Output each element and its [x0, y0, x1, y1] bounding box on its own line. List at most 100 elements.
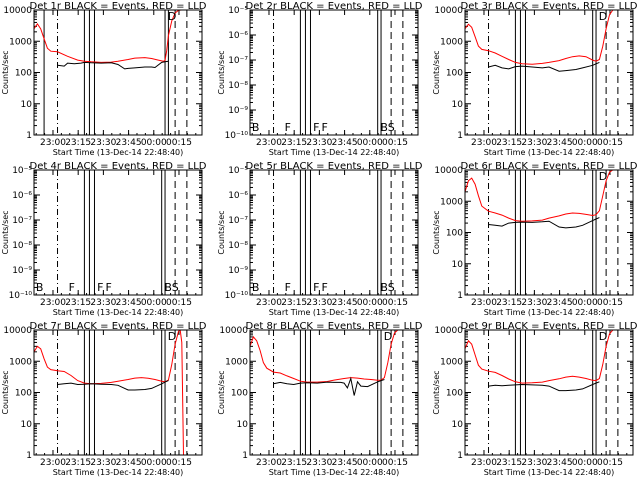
- y-tick-label: 1000: [440, 357, 463, 367]
- series-group: [250, 330, 399, 396]
- y-tick-label: 10: [452, 100, 464, 110]
- x-axis-label: Start Time (13-Dec-14 22:48:40): [269, 148, 400, 157]
- y-tick-label: 10⁻⁷: [228, 56, 248, 66]
- y-tick-label: 10⁻⁸: [228, 241, 248, 251]
- x-tick-label: 23:30: [90, 458, 116, 468]
- y-tick-label: 10⁻⁵: [228, 166, 248, 176]
- x-axis-label: Start Time (13-Dec-14 22:48:40): [269, 308, 400, 317]
- x-tick-label: 00:00: [572, 298, 598, 308]
- x-tick-label: 23:15: [496, 298, 522, 308]
- chart-panel-1: Det 1r BLACK = Events, RED = LLD 1 10 100 10…: [1, 1, 207, 157]
- panel-title: Det 2r BLACK = Events, RED = LLD: [246, 1, 423, 12]
- y-tick-label: 10000: [3, 326, 32, 336]
- x-tick-label: 23:00: [256, 298, 282, 308]
- vertical-markers: [43, 10, 188, 135]
- x-tick-label: 23:45: [116, 298, 142, 308]
- y-axis-label: Counts/sec: [432, 210, 441, 254]
- panel-title: Det 4r BLACK = Events, RED = LLD: [30, 161, 207, 172]
- flag-label: F: [97, 281, 103, 294]
- series-group: [465, 330, 614, 392]
- y-tick-label: 10⁻⁵: [12, 166, 32, 176]
- x-tick-label: 23:45: [116, 138, 142, 148]
- y-tick-label: 10000: [434, 6, 463, 16]
- x-tick-label: 00:15: [166, 298, 192, 308]
- flag-label: F: [69, 281, 75, 294]
- y-tick-label: 10⁻⁹: [12, 266, 32, 276]
- y-tick-label: 10⁻⁶: [12, 191, 32, 201]
- plot-frame: [249, 169, 419, 296]
- plot-frame: [33, 9, 203, 136]
- x-tick-label: 00:15: [597, 458, 623, 468]
- flag-label: F: [106, 281, 112, 294]
- x-tick-label: 00:15: [166, 138, 192, 148]
- y-axis-label: Counts/sec: [432, 50, 441, 94]
- series-line-lld: [465, 10, 614, 65]
- y-tick-label: 10⁻¹⁰: [9, 291, 33, 301]
- panel-title: Det 7r BLACK = Events, RED = LLD: [30, 321, 207, 332]
- plot-frame: [464, 329, 634, 456]
- series-line-lld: [465, 170, 614, 222]
- y-tick-label: 100: [446, 69, 463, 79]
- flag-label: B: [36, 281, 44, 294]
- y-axis-label: Counts/sec: [217, 370, 226, 414]
- y-tick-label: 10⁻⁹: [228, 266, 248, 276]
- y-tick-label: 1000: [9, 357, 32, 367]
- vertical-markers: [57, 170, 188, 295]
- y-tick-label: 1: [457, 291, 463, 301]
- y-tick-label: 10⁻⁶: [228, 191, 248, 201]
- y-tick-label: 10: [452, 260, 464, 270]
- panel-title: Det 9r BLACK = Events, RED = LLD: [461, 321, 638, 332]
- flag-label: F: [322, 121, 328, 134]
- x-tick-label: 00:00: [357, 458, 383, 468]
- x-axis-label: Start Time (13-Dec-14 22:48:40): [53, 308, 184, 317]
- x-axis-label: Start Time (13-Dec-14 22:48:40): [269, 468, 400, 477]
- x-tick-label: 23:15: [496, 138, 522, 148]
- flag-label: D: [599, 170, 607, 183]
- x-tick-label: 23:00: [471, 458, 497, 468]
- vertical-markers: [488, 170, 619, 295]
- y-tick-label: 10⁻⁷: [12, 216, 32, 226]
- y-axis-label: Counts/sec: [432, 370, 441, 414]
- plot-frame: [33, 329, 203, 456]
- series-line-events: [57, 380, 169, 391]
- plot-frame: [464, 169, 634, 296]
- y-tick-label: 10: [452, 420, 464, 430]
- y-tick-label: 1: [26, 451, 32, 461]
- series-line-lld: [34, 330, 186, 455]
- x-axis-label: Start Time (13-Dec-14 22:48:40): [53, 468, 184, 477]
- x-tick-label: 23:30: [90, 298, 116, 308]
- flag-label: F: [322, 281, 328, 294]
- series-line-events: [488, 381, 600, 392]
- y-tick-label: 10000: [434, 326, 463, 336]
- y-tick-label: 10⁻⁹: [228, 106, 248, 116]
- series-group: [34, 10, 182, 70]
- chart-panel-5: Det 5r BLACK = Events, RED = LLD 10⁻¹⁰ 10⁻…: [217, 161, 423, 317]
- x-tick-label: 23:00: [40, 298, 66, 308]
- chart-panel-8: Det 8r BLACK = Events, RED = LLD 1 10 100 10…: [217, 321, 423, 477]
- y-tick-label: 1: [26, 131, 32, 141]
- y-tick-label: 10: [237, 420, 249, 430]
- vertical-markers: [273, 170, 404, 295]
- y-tick-label: 1: [457, 451, 463, 461]
- x-tick-label: 23:15: [281, 458, 307, 468]
- series-group: [465, 10, 614, 72]
- y-tick-label: 100: [15, 389, 32, 399]
- x-tick-label: 23:15: [281, 298, 307, 308]
- y-tick-label: 1: [457, 131, 463, 141]
- flag-label: D: [599, 330, 607, 343]
- y-tick-label: 10⁻⁵: [228, 6, 248, 16]
- panel-title: Det 3r BLACK = Events, RED = LLD: [461, 1, 638, 12]
- series-line-events: [488, 61, 600, 72]
- plot-frame: [464, 9, 634, 136]
- y-tick-label: 10⁻⁶: [228, 31, 248, 41]
- x-tick-label: 00:15: [382, 458, 408, 468]
- chart-panel-6: Det 6r BLACK = Events, RED = LLD 1 10 100 10…: [432, 161, 638, 317]
- x-tick-label: 00:00: [572, 458, 598, 468]
- y-tick-label: 1000: [440, 37, 463, 47]
- flag-label: BS: [164, 281, 178, 294]
- chart-panel-9: Det 9r BLACK = Events, RED = LLD 1 10 100 10…: [432, 321, 638, 477]
- x-tick-label: 00:00: [141, 138, 167, 148]
- plot-frame: [249, 9, 419, 136]
- vertical-markers: [57, 330, 188, 455]
- vertical-markers: [488, 330, 619, 455]
